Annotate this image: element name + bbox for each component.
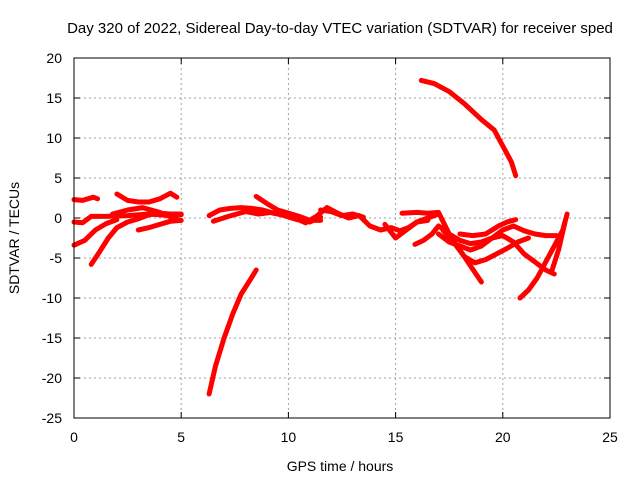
y-tick-label: 10 [46, 130, 62, 146]
y-tick-label: -10 [42, 290, 62, 306]
x-tick-label: 15 [388, 429, 404, 445]
series-trace-1 [71, 194, 101, 203]
series-trace-18 [436, 231, 557, 277]
series-trace-5 [114, 190, 180, 205]
y-tick-label: -25 [42, 410, 62, 426]
series-trace-16 [418, 77, 519, 179]
x-tick-label: 25 [602, 429, 618, 445]
y-tick-label: 20 [46, 50, 62, 66]
x-axis-label: GPS time / hours [287, 458, 394, 474]
x-tick-label: 0 [70, 429, 78, 445]
y-tick-label: 15 [46, 90, 62, 106]
series-trace-13 [382, 211, 441, 241]
series-trace-6 [110, 205, 180, 223]
series-trace-8 [206, 267, 259, 397]
series-trace-19 [457, 217, 519, 239]
series-trace-7 [135, 217, 184, 233]
x-tick-label: 5 [177, 429, 185, 445]
series-trace-14 [399, 209, 559, 247]
plot-frame [73, 57, 611, 419]
series-trace-11 [253, 193, 324, 223]
y-tick-label: 0 [54, 210, 62, 226]
y-axis-label: SDTVAR / TECUs [6, 182, 22, 294]
data-series [71, 77, 570, 397]
series-trace-12 [318, 207, 366, 220]
y-tick-label: 5 [54, 170, 62, 186]
series-trace-3 [71, 217, 120, 248]
y-tick-label: -15 [42, 330, 62, 346]
y-tick-label: -5 [50, 250, 63, 266]
chart-title: Day 320 of 2022, Sidereal Day-to-day VTE… [67, 20, 613, 37]
x-tick-label: 10 [281, 429, 297, 445]
x-tick-label: 20 [495, 429, 511, 445]
axes: 0 5 10 15 20 25 -25 -20 -15 -10 -5 0 5 10 15 20 [42, 50, 618, 445]
series-trace-21 [549, 219, 568, 273]
y-tick-label: -20 [42, 370, 62, 386]
